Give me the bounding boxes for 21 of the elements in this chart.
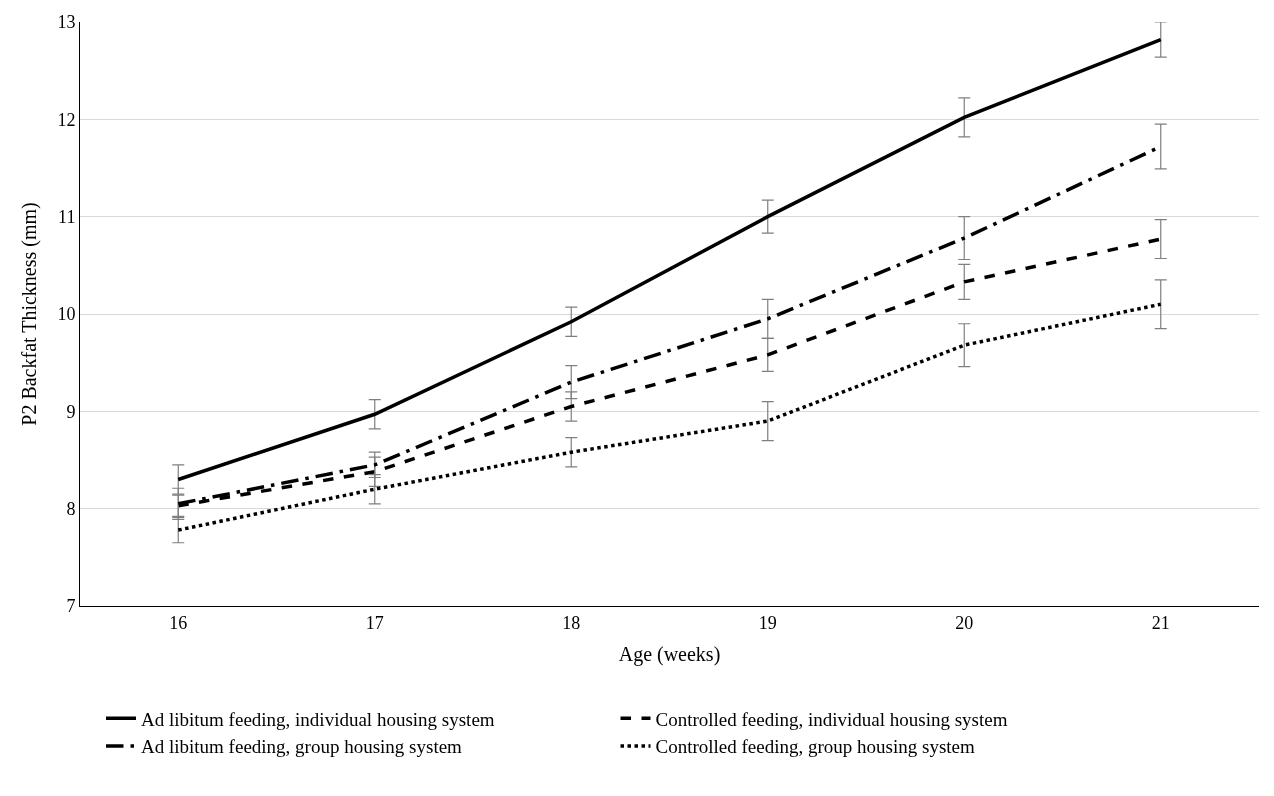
- legend-label: Ad libitum feeding, group housing system: [141, 736, 463, 758]
- x-tick-label: 20: [955, 612, 974, 633]
- y-tick-label: 13: [57, 12, 76, 33]
- x-tick-label: 16: [169, 612, 188, 633]
- y-tick-label: 9: [66, 401, 76, 422]
- y-tick-label: 12: [57, 109, 76, 130]
- legend-label: Controlled feeding, individual housing system: [655, 708, 1008, 730]
- x-tick-label: 18: [562, 612, 581, 633]
- x-tick-label: 21: [1151, 612, 1170, 633]
- x-tick-label: 17: [365, 612, 384, 633]
- legend-label: Controlled feeding, group housing system: [655, 736, 975, 758]
- y-tick-label: 11: [58, 206, 76, 227]
- legend-label: Ad libitum feeding, individual housing system: [141, 708, 495, 730]
- line-series: [176, 37, 1163, 482]
- line-series: [176, 302, 1163, 532]
- x-axis-title: Age (weeks): [618, 643, 721, 667]
- y-tick-label: 7: [66, 596, 76, 617]
- y-axis-title: P2 Backfat Thickness (mm): [17, 202, 41, 426]
- x-tick-label: 19: [758, 612, 777, 633]
- y-tick-label: 8: [66, 498, 76, 519]
- y-tick-label: 10: [57, 304, 76, 325]
